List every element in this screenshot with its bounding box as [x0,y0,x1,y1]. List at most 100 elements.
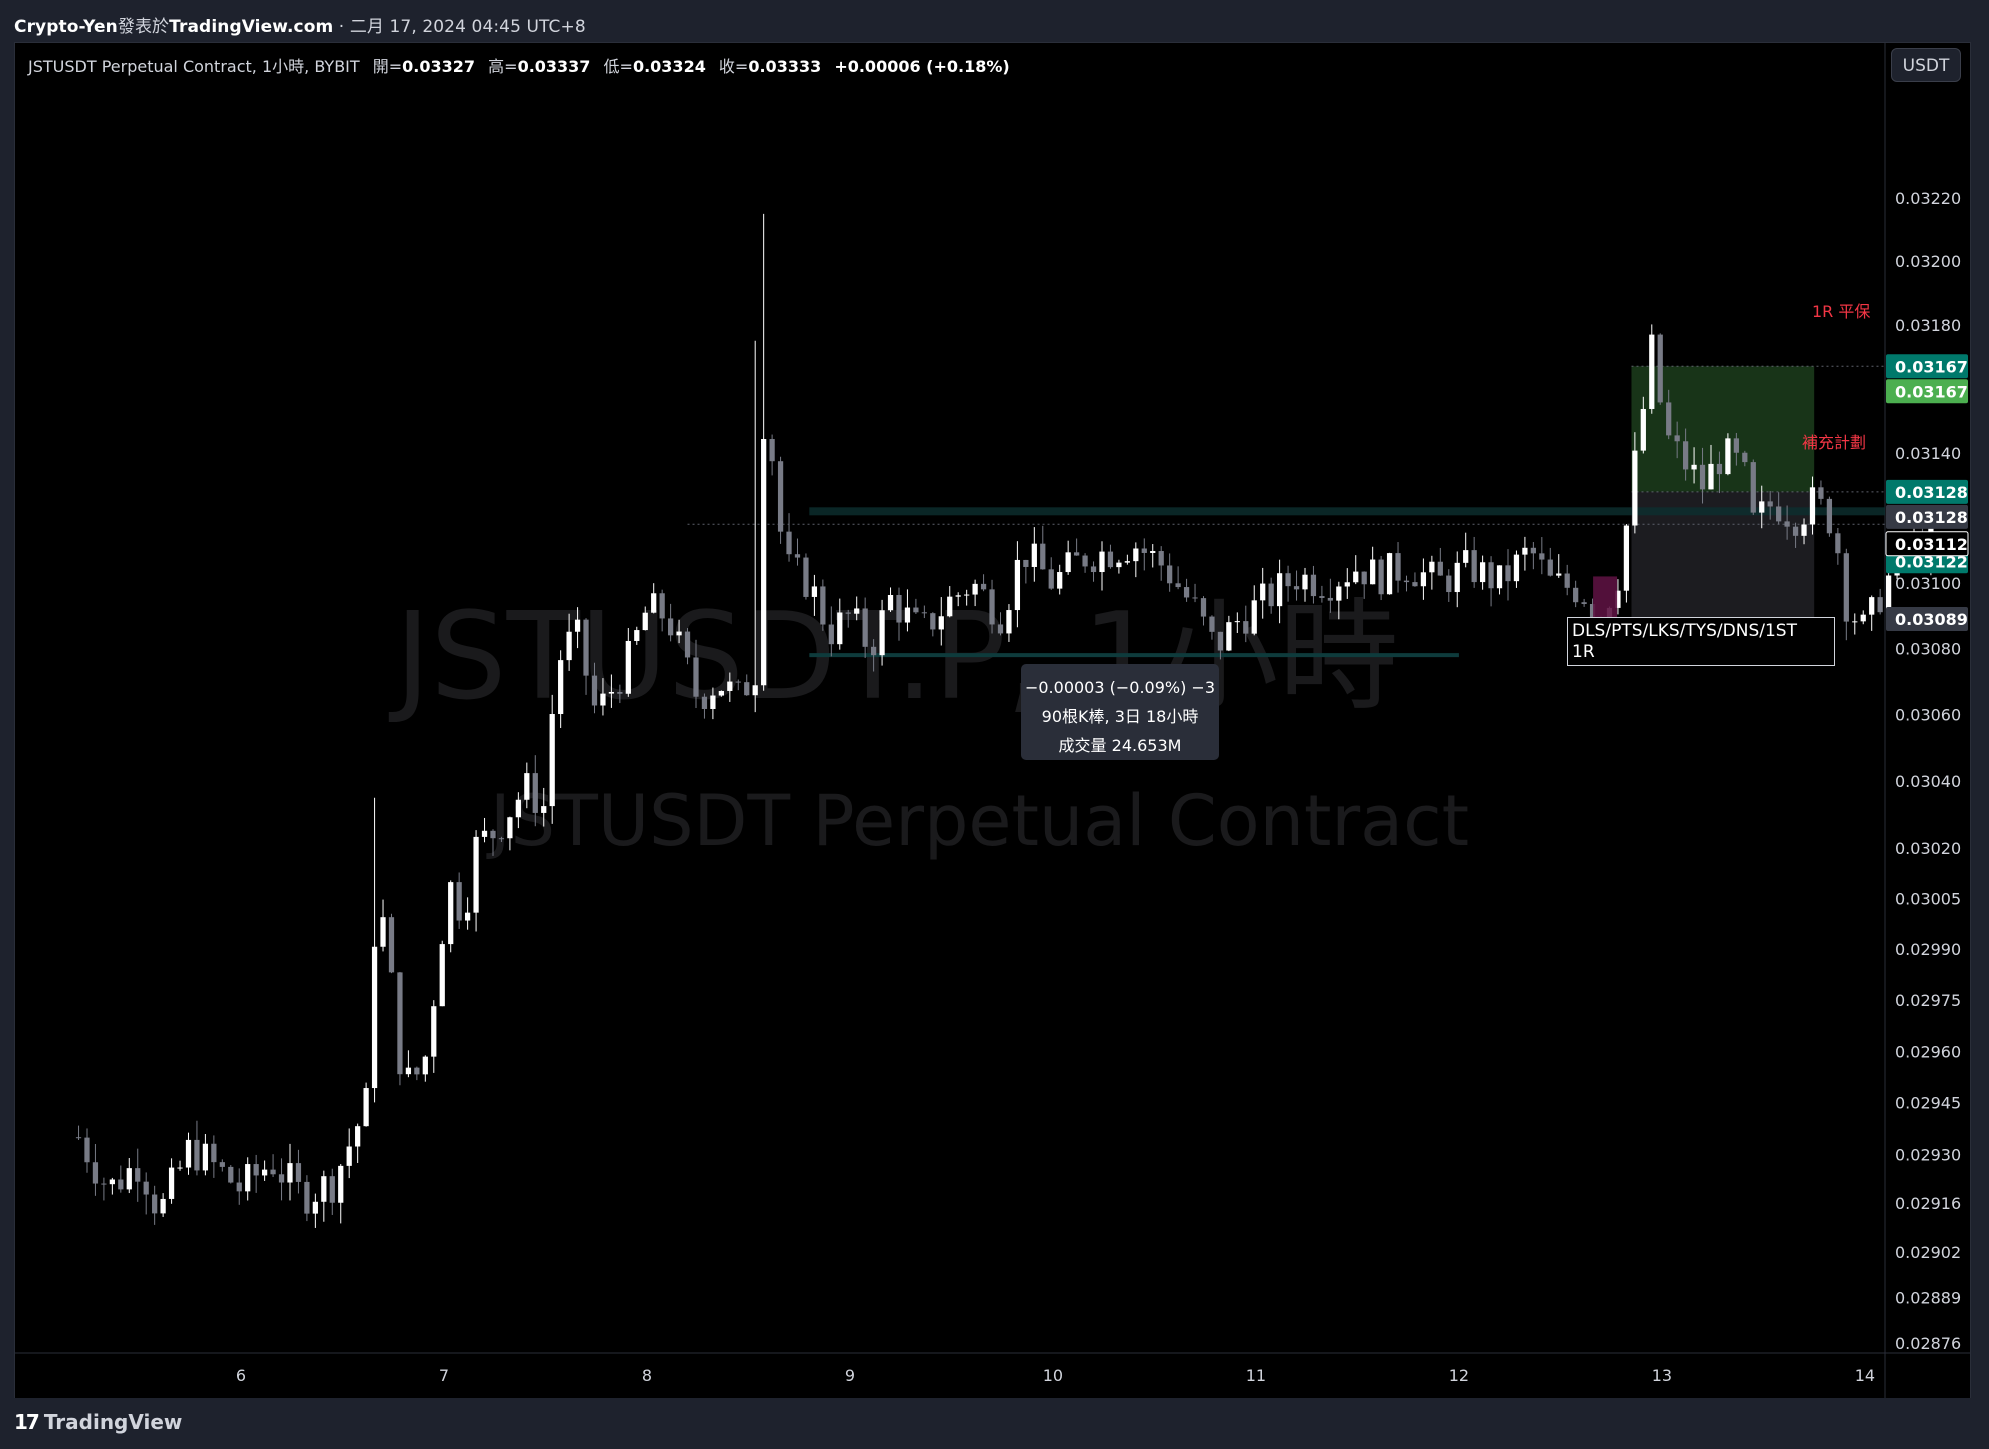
candle-body [1767,501,1773,507]
candle-body [752,685,758,696]
price-tag [1886,479,1968,504]
candle-body [431,1006,437,1057]
candle-body [1310,574,1317,597]
candle-body [1640,408,1646,451]
candle-body [913,607,919,613]
candle-body [744,682,750,696]
candle-body [1699,464,1706,490]
candle-body [515,799,521,818]
candle-body [160,1198,166,1214]
legend-symbol[interactable]: JSTUSDT Perpetual Contract [28,57,252,76]
price-tag [1886,504,1968,529]
y-tick-label: 0.03080 [1895,640,1961,659]
publish-attribution: Crypto-Yen發表於TradingView.com · 二月 17, 20… [14,12,586,37]
candle-body [964,594,970,596]
candle-body [608,691,615,694]
candle-body [828,624,834,645]
candle-body [1209,616,1215,632]
candle-body [524,773,530,800]
candle-body [566,631,572,661]
candle-body [1885,575,1892,613]
candle-body [329,1176,335,1203]
x-tick-label: 6 [236,1366,246,1385]
candlestick-chart[interactable]: JSTUSDT.P, 1小時 JSTUSDT Perpetual Contract… [15,43,1970,1398]
y-tick-label: 0.03140 [1895,444,1961,463]
candle-body [1378,559,1384,595]
support-band [809,507,1885,516]
candle-body [1429,561,1435,573]
candle-body [168,1167,175,1199]
y-tick-label: 0.02930 [1895,1145,1961,1164]
y-tick-label: 0.03040 [1895,772,1961,791]
candle-body [1750,462,1756,513]
candle-body [481,830,488,837]
candle-body [532,773,538,813]
candle-body [1649,334,1655,409]
candle-body [338,1165,344,1203]
candle-body [1479,562,1486,583]
candle-body [1666,402,1672,436]
trade-note-box[interactable]: DLS/PTS/LKS/TYS/DNS/1ST 1R [1567,617,1835,666]
chart-frame[interactable]: JSTUSDT.P, 1小時 JSTUSDT Perpetual Contract… [14,42,1971,1399]
candle-body [930,613,936,630]
x-tick-label: 11 [1246,1366,1266,1385]
site-name[interactable]: TradingView.com [169,17,334,37]
x-tick-label: 12 [1449,1366,1469,1385]
candle-body [625,640,631,694]
candle-body [617,691,623,694]
candle-body [980,583,987,590]
candle-body [295,1163,302,1182]
candle-body [1539,553,1545,560]
candle-body [194,1139,200,1171]
candle-body [1682,441,1689,470]
candle-body [972,583,978,595]
candle-body [1869,597,1875,615]
price-tag-label: 0.03167 [1895,382,1968,401]
candle-body [1014,559,1021,611]
candle-body [439,944,445,1007]
y-tick-label: 0.03220 [1895,189,1961,208]
candle-body [1327,597,1333,601]
candle-body [177,1167,183,1169]
candle-body [448,882,454,945]
y-tick-label: 0.03100 [1895,574,1961,593]
y-tick-label: 0.02960 [1895,1042,1961,1061]
candle-body [1691,464,1697,470]
candle-body [1158,551,1164,566]
price-tag [1886,354,1968,379]
candle-body [185,1139,192,1168]
candle-body [541,806,547,813]
tradingview-brand[interactable]: 17 TradingView [14,1410,182,1434]
candle-body [1293,586,1300,590]
candle-body [1530,547,1536,554]
candle-body [1573,587,1579,603]
candle-body [1513,554,1520,582]
candle-body [1073,552,1080,556]
supplement-plan-label[interactable]: 補充計劃 [1802,433,1867,452]
candle-body [92,1162,99,1184]
candle-body [118,1179,124,1190]
candle-body [845,612,851,614]
candle-body [1505,565,1511,582]
author-name[interactable]: Crypto-Yen [14,17,118,37]
candle-body [862,608,868,647]
candle-body [904,607,911,623]
candle-body [1167,565,1173,584]
candle-body [253,1164,259,1176]
candle-body [1412,582,1418,587]
candle-body [1522,547,1528,555]
y-tick-label: 0.03060 [1895,706,1961,725]
legend-open: 0.03327 [402,57,476,76]
breakeven-label[interactable]: 1R 平保 [1812,302,1871,321]
candle-body [1843,553,1849,622]
dot-separator: · [333,17,350,37]
y-tick-label: 0.03180 [1895,316,1961,335]
candle-body [1200,598,1207,617]
published-on: 發表於 [117,17,170,37]
y-tick-label: 0.03020 [1895,839,1961,858]
candle-body [464,912,471,921]
x-tick-label: 10 [1043,1366,1063,1385]
candle-body [1446,575,1452,593]
candle-body [1243,621,1249,634]
currency-button[interactable]: USDT [1891,48,1961,82]
